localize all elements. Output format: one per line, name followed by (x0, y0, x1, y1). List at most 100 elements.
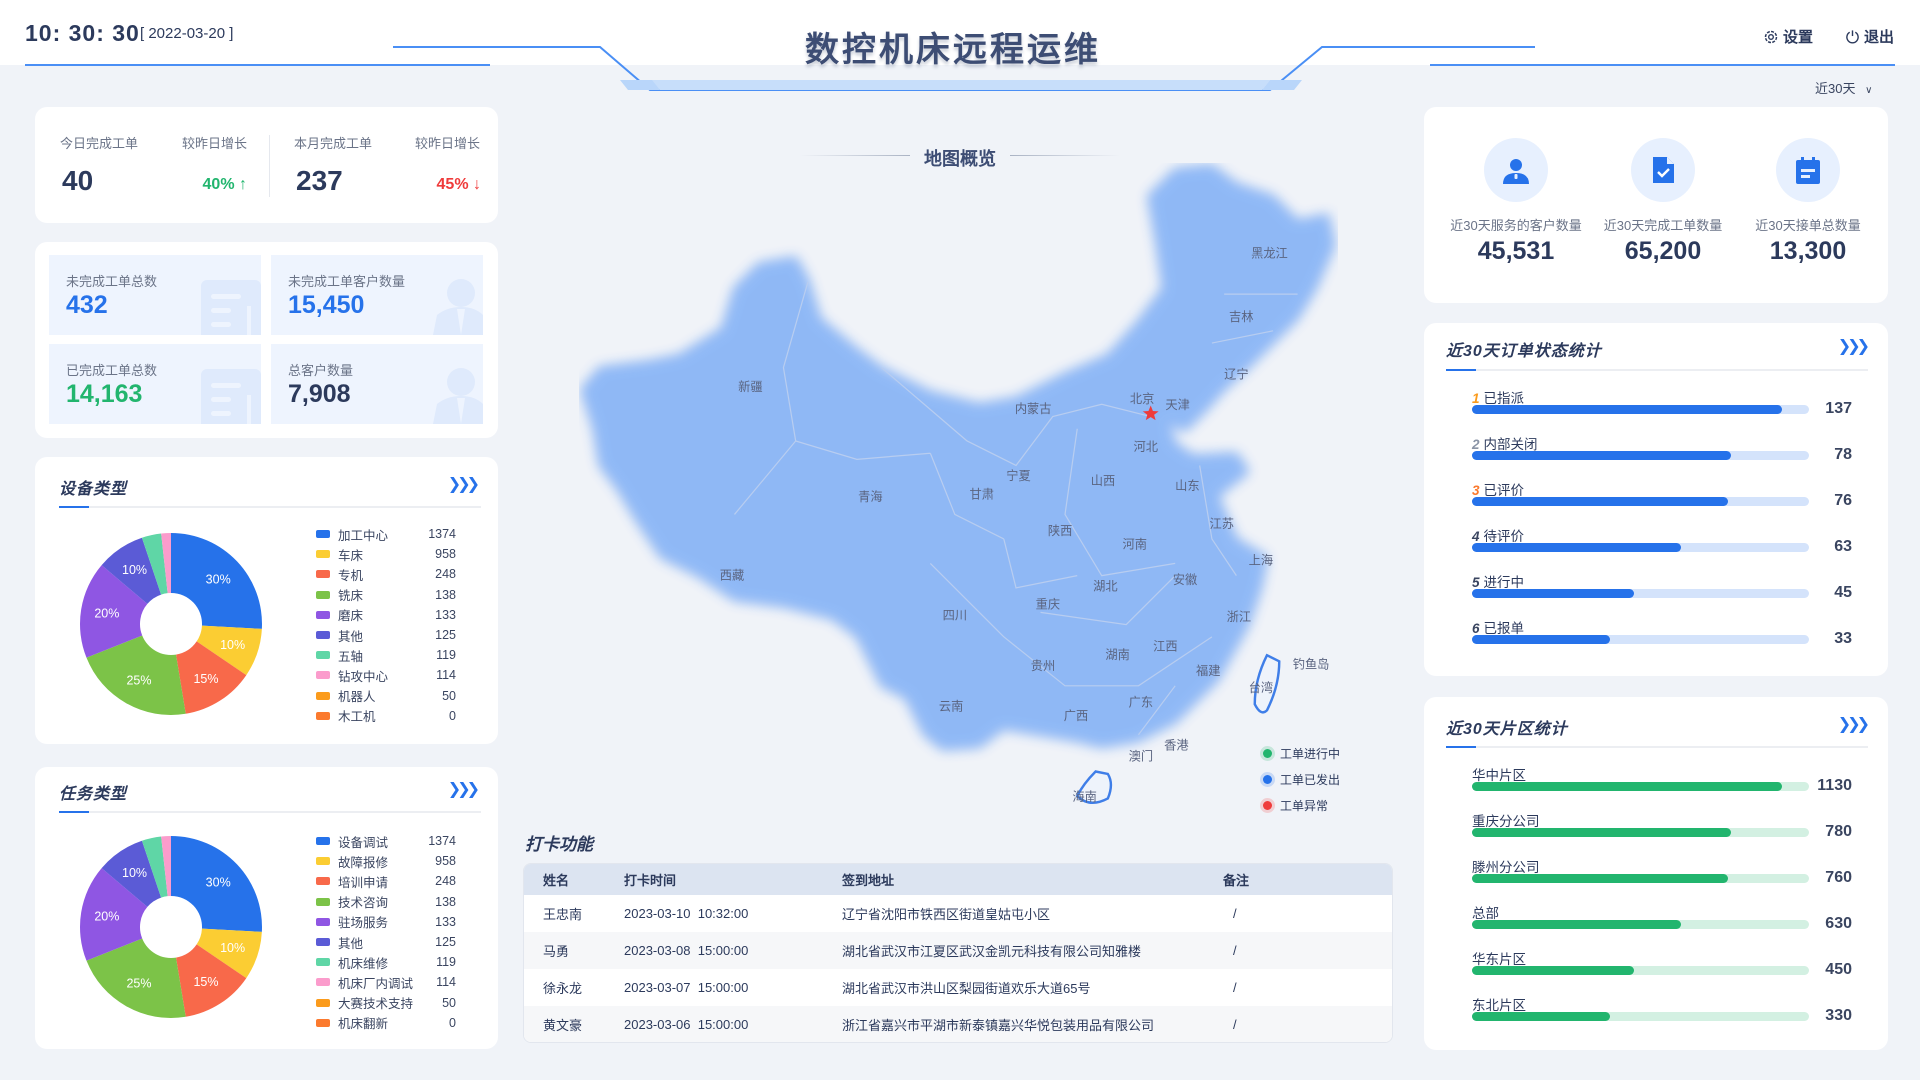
province-label[interactable]: 陕西 (1048, 523, 1072, 538)
province-label[interactable]: 安徽 (1173, 572, 1197, 587)
legend-item[interactable]: 驻场服务 133 (316, 913, 456, 931)
province-label[interactable]: 福建 (1196, 663, 1220, 678)
legend-item[interactable]: 车床 958 (316, 545, 456, 563)
province-label[interactable]: 湖北 (1093, 578, 1117, 593)
stat-bar-row[interactable]: 1 已指派 137 (1472, 387, 1852, 427)
stat-bar-row[interactable]: 重庆分公司 780 (1472, 810, 1852, 850)
stat-bar-row[interactable]: 4 待评价 63 (1472, 525, 1852, 565)
pie-slice[interactable] (86, 635, 186, 715)
province-label[interactable]: 浙江 (1227, 610, 1251, 624)
province-label[interactable]: 江西 (1153, 639, 1177, 653)
map-legend-item[interactable]: 工单已发出 (1263, 771, 1340, 788)
province-label[interactable]: 江苏 (1209, 516, 1233, 531)
province-label[interactable]: 河北 (1134, 440, 1158, 454)
legend-item[interactable]: 机床维修 119 (316, 953, 456, 971)
pie-slice[interactable] (171, 533, 262, 629)
province-label[interactable]: 重庆 (1036, 598, 1060, 612)
legend-item[interactable]: 木工机 0 (316, 707, 456, 725)
legend-item[interactable]: 大赛技术支持 50 (316, 994, 456, 1012)
province-label[interactable]: 澳门 (1129, 748, 1153, 763)
table-row[interactable]: 黄文豪 2023-03-06 15:00:00 浙江省嘉兴市平湖市新泰镇嘉兴华悦包装… (524, 1006, 1392, 1042)
more-icon[interactable]: ❯❯❯ (447, 476, 480, 493)
legend-item[interactable]: 设备调试 1374 (316, 832, 456, 850)
legend-item[interactable]: 其他 125 (316, 933, 456, 951)
range-select[interactable]: 近30天 ∨ (1815, 78, 1872, 97)
province-label[interactable]: 香港 (1164, 738, 1188, 752)
stat-bar-row[interactable]: 东北片区 330 (1472, 994, 1852, 1034)
province-label[interactable]: 钓鱼岛 (1293, 657, 1330, 672)
pie-slice[interactable] (80, 565, 148, 658)
province-label[interactable]: 广东 (1129, 696, 1153, 710)
pie-slice[interactable] (80, 868, 148, 961)
map-legend-item[interactable]: 工单进行中 (1263, 745, 1340, 762)
stat-bar-row[interactable]: 滕州分公司 760 (1472, 856, 1852, 896)
table-row[interactable]: 王忠南 2023-03-10 10:32:00 辽宁省沈阳市铁西区街道皇姑屯小区 / (524, 895, 1392, 932)
pie-slice[interactable] (161, 533, 171, 594)
legend-item[interactable]: 机床翻新 0 (316, 1014, 456, 1032)
province-label[interactable]: 台湾 (1249, 680, 1273, 695)
more-icon[interactable]: ❯❯❯ (1837, 338, 1870, 355)
more-icon[interactable]: ❯❯❯ (1837, 716, 1870, 733)
title-underline (1446, 369, 1868, 371)
legend-item[interactable]: 培训申请 248 (316, 872, 456, 890)
province-label[interactable]: 贵州 (1031, 659, 1055, 673)
province-label[interactable]: 北京 (1130, 392, 1154, 406)
legend-item[interactable]: 其他 125 (316, 626, 456, 644)
stat-bar-row[interactable]: 总部 630 (1472, 902, 1852, 942)
province-label[interactable]: 甘肃 (970, 488, 994, 502)
pie-slice[interactable] (196, 928, 262, 979)
pie-slice[interactable] (86, 938, 186, 1018)
province-label[interactable]: 天津 (1165, 398, 1189, 412)
pie-slice[interactable] (161, 836, 171, 897)
province-label[interactable]: 黑龙江 (1251, 246, 1288, 260)
stat-bar-row[interactable]: 3 已评价 76 (1472, 479, 1852, 519)
stat-bar-row[interactable]: 华东片区 450 (1472, 948, 1852, 988)
province-label[interactable]: 内蒙古 (1015, 401, 1052, 416)
legend-item[interactable]: 五轴 119 (316, 646, 456, 664)
province-label[interactable]: 四川 (943, 609, 967, 623)
stat-bar-row[interactable]: 2 内部关闭 78 (1472, 433, 1852, 473)
legend-item[interactable]: 铣床 138 (316, 586, 456, 604)
province-label[interactable]: 辽宁 (1224, 367, 1248, 382)
pie-slice[interactable] (171, 836, 262, 932)
legend-item[interactable]: 故障报修 958 (316, 852, 456, 870)
settings-button[interactable]: 设置 (1763, 26, 1813, 47)
pie-slice[interactable] (176, 641, 247, 714)
more-icon[interactable]: ❯❯❯ (447, 781, 480, 798)
legend-value: 133 (435, 607, 456, 622)
pie-slice[interactable] (176, 944, 247, 1017)
stat-bar-row[interactable]: 6 已报单 33 (1472, 617, 1852, 657)
pie-slice[interactable] (141, 533, 168, 595)
pie-slice[interactable] (141, 836, 168, 898)
province-label[interactable]: 上海 (1249, 553, 1273, 568)
province-label[interactable]: 山东 (1175, 479, 1199, 493)
province-label[interactable]: 山西 (1091, 474, 1115, 488)
pie-slice[interactable] (101, 537, 162, 604)
province-label[interactable]: 云南 (939, 698, 963, 713)
legend-item[interactable]: 磨床 133 (316, 606, 456, 624)
province-label[interactable]: 青海 (858, 489, 882, 504)
province-label[interactable]: 海南 (1072, 789, 1096, 804)
province-label[interactable]: 西藏 (720, 568, 744, 582)
stat-bar-row[interactable]: 华中片区 1130 (1472, 764, 1852, 804)
province-label[interactable]: 新疆 (738, 379, 762, 394)
legend-item[interactable]: 加工中心 1374 (316, 525, 456, 543)
pie-slice[interactable] (196, 625, 262, 676)
pie-slice[interactable] (101, 840, 162, 907)
legend-item[interactable]: 机器人 50 (316, 687, 456, 705)
province-label[interactable]: 河南 (1123, 537, 1147, 552)
table-row[interactable]: 徐永龙 2023-03-07 15:00:00 湖北省武汉市洪山区梨园街道欢乐大道6… (524, 969, 1392, 1006)
legend-item[interactable]: 专机 248 (316, 565, 456, 583)
province-label[interactable]: 湖南 (1105, 647, 1129, 662)
table-row[interactable]: 马勇 2023-03-08 15:00:00 湖北省武汉市江夏区武汉金凯元科技有限公… (524, 932, 1392, 969)
exit-button[interactable]: 退出 (1845, 26, 1894, 47)
province-label[interactable]: 广西 (1064, 709, 1088, 723)
map-legend-item[interactable]: 工单异常 (1263, 797, 1328, 814)
province-label[interactable]: 宁夏 (1006, 468, 1030, 483)
legend-item[interactable]: 钻攻中心 114 (316, 666, 456, 684)
legend-item[interactable]: 技术咨询 138 (316, 893, 456, 911)
province-label[interactable]: 吉林 (1229, 310, 1253, 324)
legend-item[interactable]: 机床厂内调试 114 (316, 973, 456, 991)
stat-bar-row[interactable]: 5 进行中 45 (1472, 571, 1852, 611)
